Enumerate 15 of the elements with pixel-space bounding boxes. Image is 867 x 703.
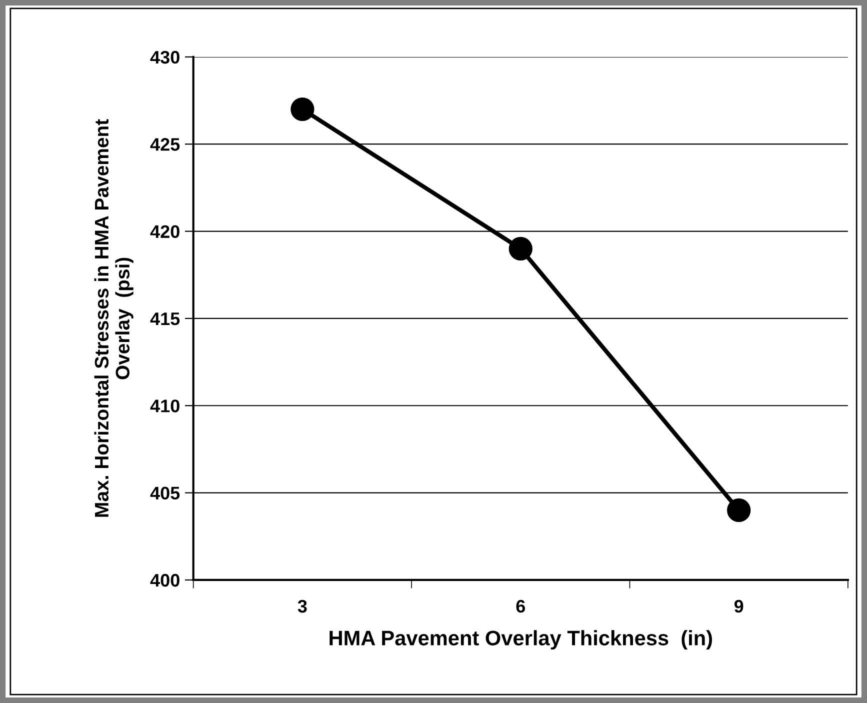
y-tick-label: 415 bbox=[150, 312, 180, 326]
y-tick-label: 410 bbox=[150, 400, 180, 412]
y-tick-label: 405 bbox=[150, 486, 180, 500]
x-tick-label: 6 bbox=[516, 600, 525, 613]
y-tick-label: 420 bbox=[150, 225, 180, 238]
x-axis-title: HMA Pavement Overlay Thickness (in) bbox=[330, 630, 712, 650]
y-tick-label: 425 bbox=[150, 138, 180, 151]
y-axis-title: Max. Horizontal Stresses in HMA Pavement Overlay (psi) bbox=[94, 119, 134, 517]
point bbox=[508, 236, 532, 261]
y-tick-label: 430 bbox=[150, 50, 180, 64]
point bbox=[727, 498, 751, 522]
x-tick-label: 9 bbox=[734, 600, 744, 613]
y-tick-label: 400 bbox=[150, 574, 180, 587]
x-tick-label: 3 bbox=[298, 600, 307, 613]
point bbox=[290, 97, 314, 122]
